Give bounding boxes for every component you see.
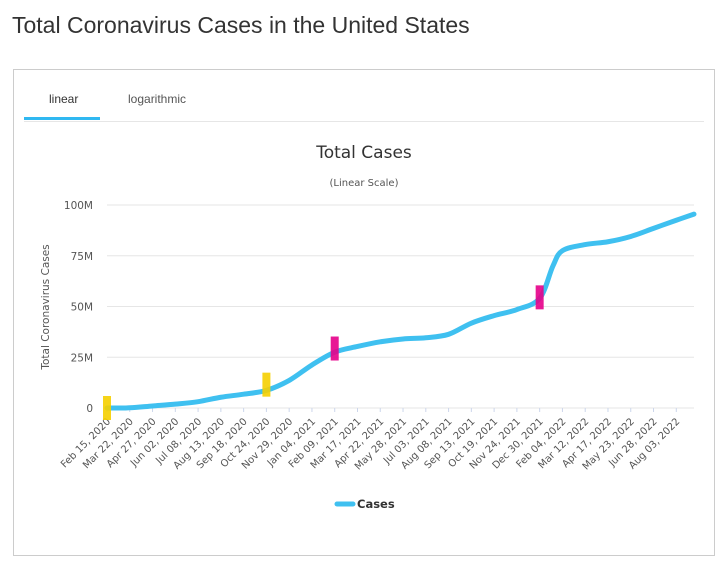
legend-label-cases: Cases	[357, 497, 395, 511]
y-tick-label: 50M	[71, 302, 93, 314]
y-tick-label: 100M	[64, 200, 93, 212]
event-marker[interactable]	[103, 396, 111, 420]
chart-panel: linear logarithmic	[13, 69, 715, 556]
y-axis-label: Total Coronavirus Cases	[40, 244, 52, 370]
y-tick-label: 0	[86, 403, 93, 415]
tab-linear[interactable]: linear	[49, 92, 79, 106]
active-tab-indicator	[24, 117, 100, 120]
y-tick-label: 75M	[71, 251, 93, 263]
chart-legend[interactable]: Cases	[334, 497, 395, 511]
chart-subtitle: (Linear Scale)	[330, 178, 399, 189]
chart-title: Total Cases	[315, 143, 412, 163]
event-marker[interactable]	[262, 372, 271, 397]
series-line-cases[interactable]	[104, 211, 697, 411]
event-marker[interactable]	[535, 285, 544, 310]
event-marker[interactable]	[330, 336, 339, 361]
y-tick-label: 25M	[71, 352, 93, 364]
page-title: Total Coronavirus Cases in the United St…	[12, 12, 470, 38]
tab-logarithmic[interactable]: logarithmic	[128, 92, 187, 106]
scale-tabs: linear logarithmic	[24, 70, 704, 122]
